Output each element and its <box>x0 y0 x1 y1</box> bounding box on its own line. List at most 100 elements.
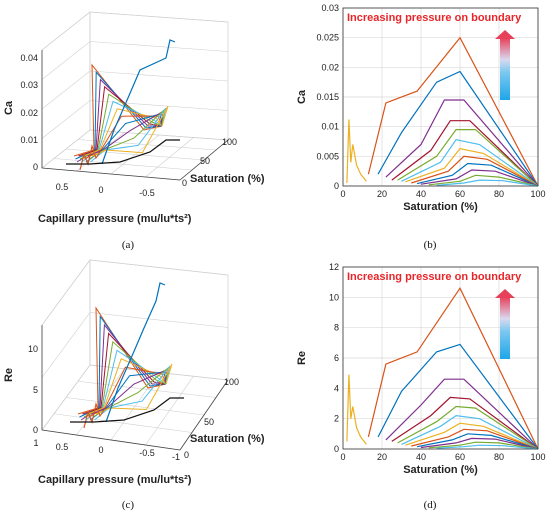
caption-d: (d) <box>424 499 437 511</box>
a-x-tick-0: 0.5 <box>56 182 69 192</box>
a-floor-gridline <box>65 148 205 161</box>
a-black-curve <box>66 139 180 165</box>
c-x-axis <box>41 429 181 451</box>
a-3d-curves <box>66 39 180 171</box>
c-y-axis-label: Saturation (%) <box>190 433 265 445</box>
panel-a-3d-ca: Ca 0 0.01 0.02 0.03 0.04 0.5 0 -0.5 0 50… <box>3 11 265 251</box>
d-series-line <box>397 405 539 450</box>
c-z-tick-2: 10 <box>28 344 38 354</box>
b-y-tick-label: 0.03 <box>321 3 339 13</box>
d-y-axis-label: Re <box>296 351 308 365</box>
b-series-line <box>420 169 539 187</box>
c-black-curve <box>70 397 184 423</box>
c-axis-frame <box>41 258 229 451</box>
d-series-line <box>416 433 539 450</box>
c-y-axis <box>179 379 229 451</box>
a-z-tick-4: 0.04 <box>20 53 38 63</box>
d-x-tick-label: 60 <box>455 452 465 462</box>
c-z-tick-1: 5 <box>33 385 38 395</box>
d-series-line <box>420 437 539 450</box>
d-y-tick-label: 10 <box>329 292 339 302</box>
b-y-tick-label: 0.02 <box>321 62 339 72</box>
a-x-axis-label: Capillary pressure (mu/lu*ts²) <box>38 213 192 225</box>
d-x-tick-label: 20 <box>377 452 387 462</box>
c-x-tick-1: 0.5 <box>56 442 69 452</box>
b-x-tick-label: 20 <box>377 189 387 199</box>
a-peak-curve <box>101 39 176 165</box>
c-z-gridline <box>41 312 229 378</box>
d-x-tick-label: 0 <box>340 452 345 462</box>
a-z-tick-2: 0.02 <box>20 108 38 118</box>
a-y-tick-0: 0 <box>182 178 187 188</box>
b-y-tick-label: 0.005 <box>316 151 339 161</box>
d-plot-frame <box>342 266 539 450</box>
b-series-line <box>397 129 539 187</box>
b-pressure-arrow <box>500 38 510 100</box>
b-tick-labels: 0 20 40 60 80 100 0 0.005 0.01 0.015 0.02 0.025 0.03 <box>316 3 545 199</box>
b-y-tick-label: 0.01 <box>321 122 339 132</box>
b-series-line <box>411 155 539 187</box>
b-x-tick-label: 80 <box>494 189 504 199</box>
d-series-line <box>436 444 539 450</box>
a-y-axis-label: Saturation (%) <box>190 173 265 185</box>
d-x-axis-label: Saturation (%) <box>403 464 478 476</box>
d-series-line <box>346 374 367 445</box>
d-pressure-arrow <box>500 297 510 359</box>
caption-b: (b) <box>424 239 437 251</box>
b-x-tick-label: 100 <box>530 189 545 199</box>
c-fan-curve <box>94 365 171 421</box>
c-z-gridline <box>41 259 229 326</box>
b-series-line <box>391 120 539 187</box>
c-floor-gridline <box>145 376 194 446</box>
a-y-tick-2: 100 <box>222 137 237 147</box>
d-series-line <box>411 428 539 450</box>
b-pressure-arrow-head <box>495 30 515 39</box>
d-series-line <box>367 287 539 450</box>
c-y-tick-1: 50 <box>204 417 214 427</box>
c-z-tick-0: 0 <box>33 425 38 435</box>
d-y-tick-label: 0 <box>334 444 339 454</box>
b-series-line <box>436 179 539 187</box>
c-x-axis-label: Capillary pressure (mu/lu*ts²) <box>38 474 192 486</box>
c-x-tick-0: 1 <box>33 438 38 448</box>
c-y-tick-2: 100 <box>224 377 239 387</box>
b-annotation-title: Increasing pressure on boundary <box>347 12 522 24</box>
b-series-line <box>416 162 539 187</box>
a-y-tick-1: 50 <box>200 156 210 166</box>
b-series-line <box>385 99 539 187</box>
a-fan-curve <box>90 107 167 163</box>
d-y-tick-label: 2 <box>334 414 339 424</box>
c-x-tick-2: 0 <box>98 445 103 455</box>
c-z-axis-label: Re <box>3 368 15 382</box>
a-z-tick-3: 0.03 <box>20 80 38 90</box>
a-fan-curve <box>91 105 169 157</box>
panel-b-ca-vs-saturation: 0 20 40 60 80 100 0 0.005 0.01 0.015 0.02 0.025 0.03… <box>296 3 546 251</box>
a-z-gridline <box>41 70 229 110</box>
c-y-tick-0: 0 <box>184 450 189 460</box>
d-series-line <box>405 422 539 450</box>
d-series-line <box>385 378 539 450</box>
a-floor-gridline <box>145 137 194 178</box>
b-series-line <box>401 139 539 187</box>
b-x-tick-label: 60 <box>455 189 465 199</box>
d-series-line <box>391 396 539 450</box>
a-z-gridline <box>41 100 229 139</box>
b-series <box>346 36 539 187</box>
b-series-line <box>346 119 367 184</box>
a-x-axis <box>41 167 181 181</box>
b-y-tick-label: 0 <box>334 181 339 191</box>
d-y-tick-label: 12 <box>329 262 339 272</box>
b-y-axis-label: Ca <box>296 89 308 104</box>
a-z-tick-0: 0 <box>33 162 38 172</box>
a-fan-curve <box>73 63 163 157</box>
d-series-line <box>401 414 539 450</box>
d-y-tick-label: 6 <box>334 353 339 363</box>
d-series <box>346 287 539 450</box>
c-noisy-curve <box>83 401 105 429</box>
a-x-tick-2: -0.5 <box>139 188 155 198</box>
d-x-tick-label: 40 <box>416 452 426 462</box>
b-y-tick-label: 0.025 <box>316 33 339 43</box>
a-noisy-curve <box>79 143 101 171</box>
b-y-tick-label: 0.015 <box>316 92 339 102</box>
